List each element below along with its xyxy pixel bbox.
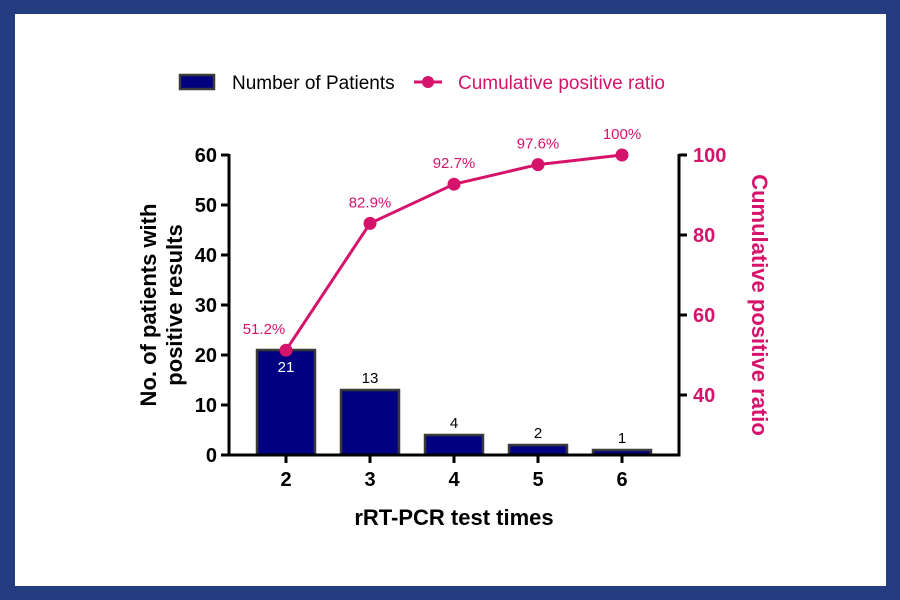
bar [339,388,401,457]
legend-label-line: Cumulative positive ratio [458,73,665,94]
bar-data-label: 1 [618,430,626,447]
x-axis-title: rRT-PCR test times [354,505,553,530]
y-axis-title: No. of patients with positive results [136,204,187,407]
y-tick-label: 10 [195,395,217,417]
bar-data-label: 2 [534,425,542,442]
y-tick-label: 60 [195,145,217,167]
line-point [363,216,377,230]
line-data-label: 97.6% [517,136,560,153]
y-axis-title-line-1: No. of patients with [136,204,161,407]
x-tick-label: 4 [448,469,460,491]
bar-data-label: 4 [450,415,458,432]
legend: Number of Patients Cumulative positive r… [178,73,665,94]
y2-tick-label: 100 [693,145,726,167]
bar [255,348,317,457]
axes: 0 10 20 30 40 50 60 40 60 80 100 2 3 4 5 6 [195,145,727,491]
legend-swatch-marker [422,76,434,88]
legend-swatch-bars [178,73,216,91]
y-tick-label: 0 [206,445,217,467]
line-data-label: 92.7% [433,155,476,172]
x-tick-label: 3 [364,469,375,491]
y-tick-label: 40 [195,245,217,267]
y-axis-title-line-2: positive results [162,224,187,385]
y-tick-label: 30 [195,295,217,317]
y-tick-label: 50 [195,195,217,217]
line-series: 51.2% 82.9% 92.7% 97.6% 100% [243,126,641,357]
y2-tick-label: 80 [693,225,715,247]
line-point [447,177,461,191]
y2-axis-title: Cumulative positive ratio [747,174,772,436]
bar [423,433,485,457]
line-point [615,148,629,162]
bar-data-label: 13 [362,370,379,387]
line-data-label: 100% [603,126,641,143]
line-data-label: 82.9% [349,194,392,211]
line-point [531,158,545,172]
y2-tick-label: 40 [693,385,715,407]
y2-axis-title-text: Cumulative positive ratio [747,174,772,436]
legend-label-bars: Number of Patients [232,73,395,94]
x-tick-label: 2 [280,469,291,491]
x-tick-label: 6 [616,469,627,491]
y-tick-label: 20 [195,345,217,367]
line-data-label: 51.2% [243,321,286,338]
line-point [279,343,293,357]
x-tick-label: 5 [532,469,543,491]
figure-frame [15,14,886,586]
bar-data-label: 21 [278,359,295,376]
y2-tick-label: 60 [693,305,715,327]
